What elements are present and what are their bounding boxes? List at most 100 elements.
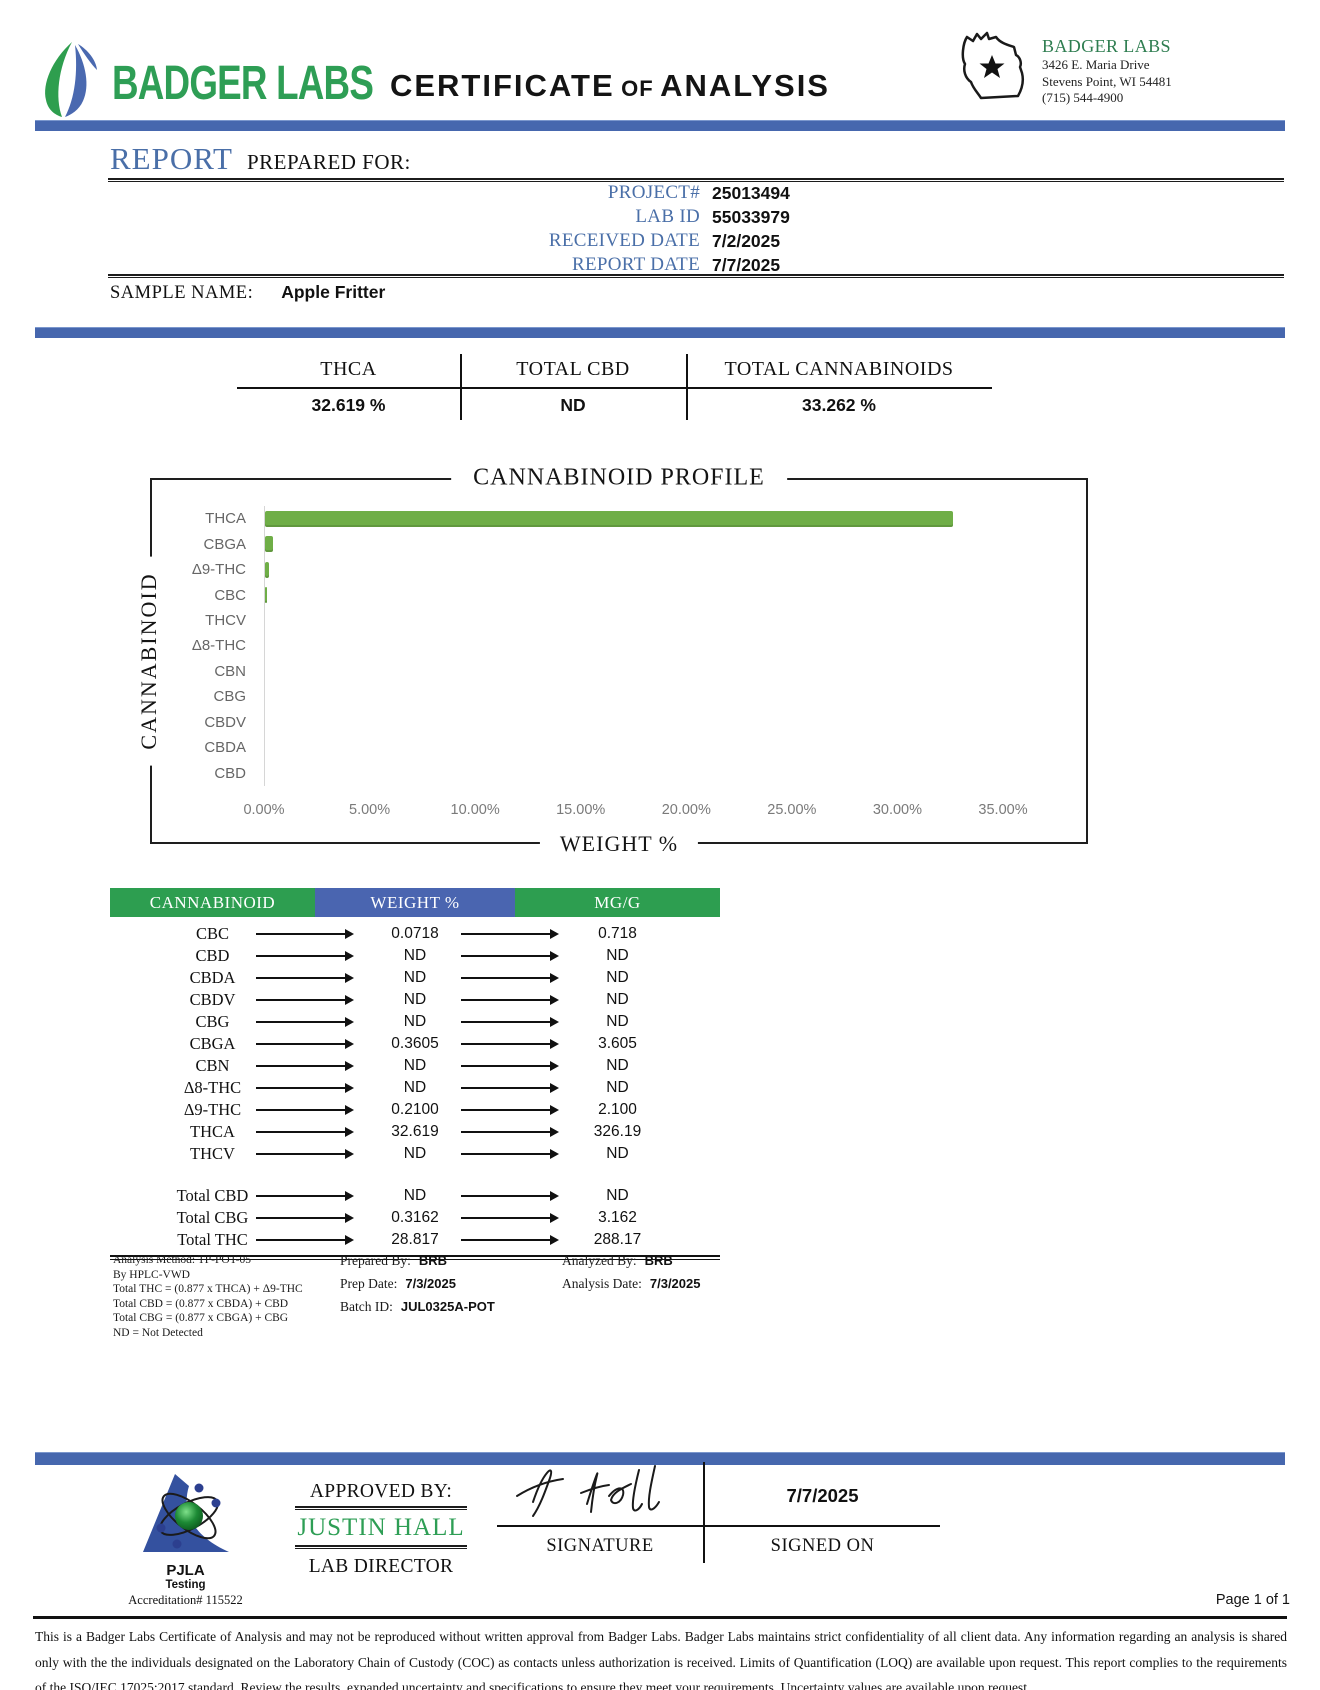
weight-value: ND xyxy=(403,1187,427,1204)
category-label: CBDV xyxy=(204,713,246,731)
divider-bar xyxy=(35,120,1285,131)
method-line: Analysis Method: TP-POT-05 xyxy=(113,1254,252,1266)
analyte-name: CBGA xyxy=(189,1034,236,1053)
field-row: RECEIVED DATE 7/2/2025 xyxy=(300,229,840,253)
report-heading: REPORT PREPARED FOR: xyxy=(110,141,411,177)
batch-id-value: JUL0325A-POT xyxy=(400,1299,495,1314)
prepared-for-word: PREPARED FOR: xyxy=(247,150,411,174)
weight-value: 32.619 xyxy=(391,1123,439,1140)
arrow-icon xyxy=(256,950,354,962)
approver-name: JUSTIN HALL xyxy=(297,1514,465,1541)
weight-value: ND xyxy=(403,991,427,1008)
mgg-value: ND xyxy=(606,969,629,986)
sample-name-row: SAMPLE NAME: Apple Fritter xyxy=(110,282,385,304)
table-row: CBGA 0.3605 3.605 xyxy=(110,1033,720,1055)
mgg-value: 2.100 xyxy=(598,1101,637,1118)
summary-thca-value: 32.619 % xyxy=(311,395,386,415)
summary-cannabinoids-value: 33.262 % xyxy=(802,395,876,415)
mgg-value: ND xyxy=(606,947,629,964)
weight-value: ND xyxy=(403,969,427,986)
table-row: CBD ND ND xyxy=(110,945,720,967)
report-fields: PROJECT# 25013494 LAB ID 55033979 RECEIV… xyxy=(300,181,840,277)
double-rule xyxy=(108,178,1284,182)
arrow-icon xyxy=(256,1126,354,1138)
lab-phone: (715) 544-4900 xyxy=(1042,90,1124,105)
approved-by-block: APPROVED BY: JUSTIN HALL LAB DIRECTOR xyxy=(295,1481,467,1578)
total-name: Total CBD xyxy=(176,1186,249,1205)
chart-x-axis-label: WEIGHT % xyxy=(539,831,699,857)
wisconsin-state-icon xyxy=(952,28,1034,113)
lab-id-value: 55033979 xyxy=(712,206,790,227)
tick-label: 20.00% xyxy=(661,802,711,818)
mgg-value: ND xyxy=(606,1145,629,1162)
arrow-icon xyxy=(256,1190,354,1202)
mgg-value: ND xyxy=(606,1187,629,1204)
cannabinoid-results-table: CANNABINOID WEIGHT % MG/G CBC 0.0718 0.7… xyxy=(110,888,720,1260)
analyte-name: CBN xyxy=(195,1056,230,1075)
signature-divider xyxy=(703,1462,706,1563)
received-date-value: 7/2/2025 xyxy=(712,230,781,251)
category-label: CBD xyxy=(214,764,246,782)
lab-name: BADGER LABS xyxy=(1042,36,1171,56)
mgg-value: 3.605 xyxy=(598,1035,637,1052)
report-date-value: 7/7/2025 xyxy=(712,254,781,275)
arrow-icon xyxy=(461,1212,559,1224)
analysis-method-notes: Analysis Method: TP-POT-05 By HPLC-VWD T… xyxy=(113,1253,328,1340)
weight-value: ND xyxy=(403,1013,427,1030)
summary-divider xyxy=(460,354,462,420)
divider-bar xyxy=(35,1452,1285,1465)
mgg-value: 0.718 xyxy=(598,925,637,942)
weight-value: 0.2100 xyxy=(391,1101,439,1118)
field-row: REPORT DATE 7/7/2025 xyxy=(300,253,840,277)
chart-x-axis-ticks: 0.00% 5.00% 10.00% 15.00% 20.00% 25.00% … xyxy=(243,802,1027,822)
arrow-icon xyxy=(256,1212,354,1224)
page-number: Page 1 of 1 xyxy=(1215,1592,1290,1608)
category-label: Δ8-THC xyxy=(191,637,246,655)
signed-on-block: 7/7/2025 SIGNED ON xyxy=(705,1460,940,1557)
weight-value: ND xyxy=(403,1145,427,1162)
arrow-icon xyxy=(461,928,559,940)
cannabinoid-profile-chart: CANNABINOID PROFILE CANNABINOID WEIGHT %… xyxy=(136,464,1088,857)
table-header-row: CANNABINOID WEIGHT % MG/G xyxy=(110,888,720,917)
table-row: CBDA ND ND xyxy=(110,967,720,989)
double-rule xyxy=(295,1506,467,1510)
weight-value: ND xyxy=(403,1057,427,1074)
total-name: Total CBG xyxy=(176,1208,249,1227)
badger-labs-logo: BADGER LABS xyxy=(38,40,438,123)
prep-info: Prepared By: BRB Prep Date: 7/3/2025 Bat… xyxy=(340,1253,495,1322)
footer-rule xyxy=(33,1616,1287,1619)
method-line: Total THC = (0.877 x THCA) + Δ9-THC xyxy=(113,1283,303,1295)
method-line: Total CBD = (0.877 x CBDA) + CBD xyxy=(113,1297,289,1310)
table-row: THCA 32.619 326.19 xyxy=(110,1121,720,1143)
method-line: ND = Not Detected xyxy=(113,1326,203,1339)
method-line: Total CBG = (0.877 x CBGA) + CBG xyxy=(113,1312,289,1324)
arrow-icon xyxy=(461,1016,559,1028)
table-row: CBG ND ND xyxy=(110,1011,720,1033)
signature-label: SIGNATURE xyxy=(546,1536,654,1556)
header-cannabinoid: CANNABINOID xyxy=(110,888,315,917)
arrow-icon xyxy=(461,1190,559,1202)
chart-bar-d9thc xyxy=(265,561,270,578)
table-section-gap xyxy=(110,1165,720,1185)
double-rule xyxy=(295,1545,467,1549)
summary-underline xyxy=(237,387,992,389)
prepared-by-value: BRB xyxy=(418,1253,448,1268)
mgg-value: 326.19 xyxy=(593,1123,642,1140)
tick-label: 5.00% xyxy=(349,802,391,818)
analysis-date-label: Analysis Date: xyxy=(562,1276,642,1291)
prep-date-value: 7/3/2025 xyxy=(405,1276,456,1291)
signed-on-date: 7/7/2025 xyxy=(786,1485,859,1506)
signed-on-label: SIGNED ON xyxy=(770,1536,875,1556)
summary-thca-label: THCA xyxy=(320,358,377,380)
tick-label: 25.00% xyxy=(767,802,817,818)
mgg-value: ND xyxy=(606,1057,629,1074)
table-total-row: Total CBG 0.3162 3.162 xyxy=(110,1207,720,1229)
arrow-icon xyxy=(256,1104,354,1116)
arrow-icon xyxy=(461,1234,559,1246)
arrow-icon xyxy=(256,1016,354,1028)
analysis-info: Analyzed By: BRB Analysis Date: 7/3/2025 xyxy=(562,1253,700,1299)
analysis-date-value: 7/3/2025 xyxy=(649,1276,701,1291)
leaf-logo-icon xyxy=(38,40,102,123)
weight-value: ND xyxy=(403,947,427,964)
lab-address1: 3426 E. Maria Drive xyxy=(1042,57,1150,72)
